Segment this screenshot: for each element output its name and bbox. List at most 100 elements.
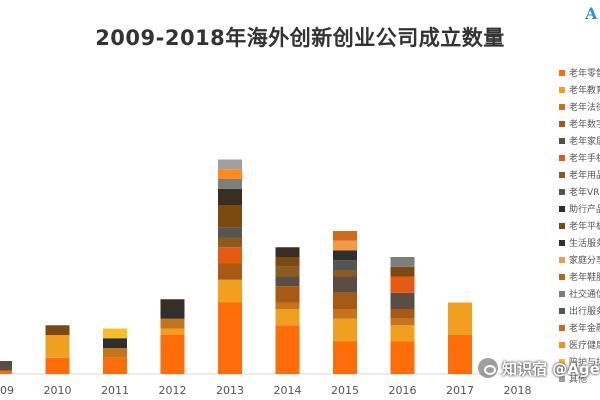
bar-segment-2015-16 <box>333 231 357 241</box>
legend-label: 陪护与护理 <box>569 356 600 368</box>
bar-segment-2016-2 <box>390 325 415 342</box>
bar-segment-2015-7 <box>333 270 357 277</box>
bar-segment-2013-8 <box>218 227 242 238</box>
x-tick-label: 2012 <box>159 384 187 397</box>
bar-segment-2013-4 <box>218 263 242 280</box>
bar-segment-2016-14 <box>390 257 415 267</box>
watermark-text: 知识宿 @Age <box>502 359 600 378</box>
legend-swatch <box>559 87 565 93</box>
legend-label: 其他 <box>569 373 587 385</box>
legend-swatch <box>559 104 565 110</box>
x-tick-label: 2015 <box>331 384 359 397</box>
bar-segment-2013-6 <box>218 247 242 264</box>
bar-segment-2014-3 <box>275 302 300 309</box>
bar-segment-2012-3 <box>160 318 185 329</box>
x-tick-label: 2011 <box>101 384 129 397</box>
legend-swatch <box>559 223 565 229</box>
legend-swatch <box>559 308 565 314</box>
bar-segment-2011-3 <box>103 348 127 358</box>
bar-segment-2013-17 <box>218 169 242 179</box>
watermark: 知识宿 @Age <box>478 356 600 380</box>
bar-segment-2012-9 <box>160 309 185 319</box>
legend-label: 助行产品 <box>569 203 600 215</box>
legend-label: 老年VR <box>569 186 599 198</box>
bar-segment-2016-5 <box>390 292 415 309</box>
x-tick-label: 2016 <box>389 384 417 397</box>
bar-segment-2010-10 <box>45 325 70 335</box>
bar-segment-2014-5 <box>275 276 300 287</box>
bar-segment-2015-4 <box>333 292 357 309</box>
x-tick-label: 2009 <box>0 384 14 397</box>
bar-segment-2011-1 <box>103 357 127 374</box>
legend-label: 老年法律 <box>569 101 600 113</box>
legend-label: 老年平板 <box>569 220 600 232</box>
bar-segment-2015-8 <box>333 260 357 270</box>
bar-segment-2014-10 <box>275 257 300 267</box>
bar-segment-2015-12 <box>333 240 357 251</box>
x-tick-label: 2010 <box>44 384 72 397</box>
bar-segment-2009-5 <box>0 361 12 371</box>
legend-label: 老年金融 <box>569 322 600 334</box>
legend-swatch <box>559 291 565 297</box>
bar-segment-2015-1 <box>333 341 357 374</box>
bar-segment-2010-1 <box>45 357 70 374</box>
legend-label: 老年家居 <box>569 135 600 147</box>
bar-segment-2015-9 <box>333 250 357 261</box>
legend-label: 老年手机 <box>569 152 600 164</box>
legend-swatch <box>559 325 565 331</box>
bar-segment-2017-1 <box>448 335 472 374</box>
legend-label: 医疗健康 <box>569 339 600 351</box>
bar-segment-2016-3 <box>390 318 415 326</box>
bar-segment-2014-7 <box>275 266 300 277</box>
legend-swatch <box>559 240 565 246</box>
bar-segment-2012-1 <box>160 335 185 374</box>
legend-label: 社交通信 <box>569 288 600 300</box>
bar-segment-2009-1 <box>0 370 12 374</box>
bar-segment-2012-11 <box>160 299 185 309</box>
legend-swatch <box>559 172 565 178</box>
bar-segment-2014-4 <box>275 286 300 303</box>
brand-logo: A <box>585 4 598 23</box>
legend-swatch <box>559 274 565 280</box>
bar-segment-2013-10 <box>218 205 242 228</box>
legend-swatch <box>559 359 565 365</box>
bar-segment-2011-18 <box>103 328 127 339</box>
x-tick-label: 2013 <box>216 384 244 397</box>
bar-segment-2013-11 <box>218 188 242 205</box>
legend-label: 生活服务 <box>569 237 600 249</box>
bar-segment-2013-7 <box>218 237 242 248</box>
legend-label: 老年用品 <box>569 169 600 181</box>
bar-segment-2015-5 <box>333 276 357 293</box>
bar-segment-2014-11 <box>275 247 300 257</box>
legend-swatch <box>559 257 565 263</box>
chart-title: 2009-2018年海外创新创业公司成立数量 <box>95 26 505 50</box>
legend-swatch <box>559 206 565 212</box>
legend-label: 老年教育 <box>569 84 600 96</box>
bar-segment-2011-9 <box>103 338 127 348</box>
legend-label: 老年鞋服 <box>569 271 600 283</box>
legend-label: 家庭分享 <box>569 254 600 266</box>
bar-segment-2016-1 <box>390 341 415 374</box>
legend-swatch <box>559 70 565 76</box>
bar-segment-2014-2 <box>275 309 300 326</box>
bar-segment-2016-10 <box>390 266 415 277</box>
legend-swatch <box>559 342 565 348</box>
legend-swatch <box>559 138 565 144</box>
legend-swatch <box>559 121 565 127</box>
wechat-icon <box>478 358 498 378</box>
x-tick-label: 2018 <box>504 384 532 397</box>
bar-segment-2015-3 <box>333 309 357 319</box>
legend-swatch <box>559 155 565 161</box>
bar-segment-2013-14 <box>218 179 242 189</box>
legend-swatch <box>559 189 565 195</box>
legend-label: 出行服务 <box>569 305 600 317</box>
x-tick-label: 2017 <box>446 384 474 397</box>
bar-segment-2013-1 <box>218 302 242 374</box>
legend-label: 老年零售 <box>569 67 600 79</box>
bar-segment-2012-2 <box>160 328 185 335</box>
bar-segment-2017-2 <box>448 302 472 335</box>
x-tick-label: 2014 <box>274 384 302 397</box>
legend-swatch <box>559 376 565 382</box>
bar-segment-2015-2 <box>333 318 357 342</box>
